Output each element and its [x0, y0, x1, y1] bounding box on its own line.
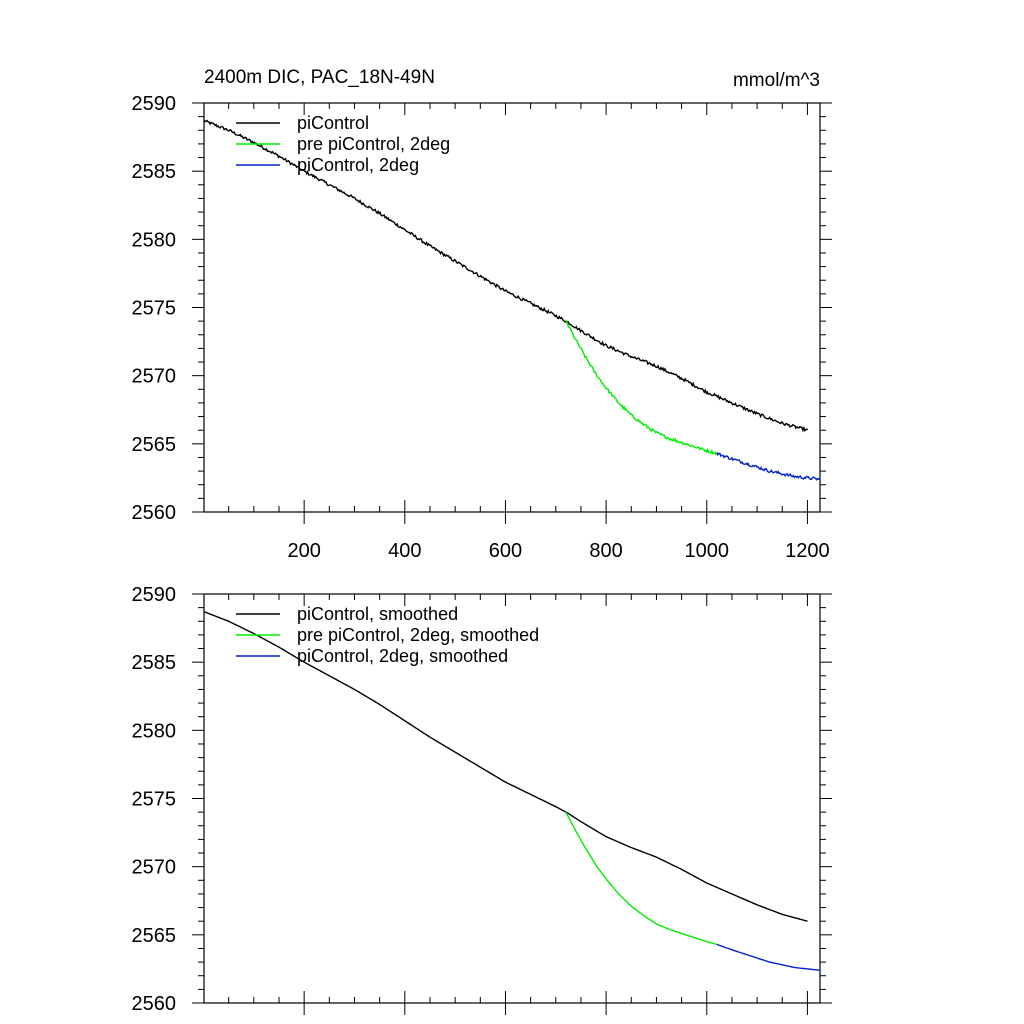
legend-label-2: pre piControl, 2deg, smoothed	[297, 625, 539, 645]
series-line-2	[565, 319, 718, 456]
y-tick-label: 2560	[132, 993, 177, 1015]
x-tick-label: 400	[388, 540, 421, 562]
legend-label-3: piControl, 2deg	[297, 155, 419, 175]
y-tick-label: 2590	[132, 584, 177, 606]
y-tick-label: 2570	[132, 857, 177, 879]
x-tick-label: 800	[589, 540, 622, 562]
x-tick-label: 200	[287, 540, 320, 562]
y-tick-label: 2585	[132, 652, 177, 674]
x-tick-label: 1200	[785, 540, 830, 562]
y-tick-label: 2580	[132, 229, 177, 251]
series-line-3	[716, 452, 821, 481]
y-tick-label: 2585	[132, 161, 177, 183]
x-tick-label: 600	[489, 540, 522, 562]
x-tick-label: 1000	[685, 540, 730, 562]
y-tick-label: 2580	[132, 720, 177, 742]
y-tick-label: 2590	[132, 93, 177, 115]
legend-label-2: pre piControl, 2deg	[297, 134, 450, 154]
legend-label-1: piControl, smoothed	[297, 604, 458, 624]
series-line-1	[203, 611, 808, 922]
series-line-3	[716, 943, 821, 971]
panel-1-title: 2400m DIC, PAC_18N-49N	[204, 67, 435, 88]
y-tick-label: 2575	[132, 789, 177, 811]
y-tick-label: 2575	[132, 298, 177, 320]
series-line-1	[203, 119, 809, 433]
panel-1-plot: 2560 2565 2570 2575 2580 2585 2590 200 400 600 800…	[132, 93, 832, 562]
legend-label-1: piControl	[297, 113, 369, 133]
y-tick-label: 2565	[132, 925, 177, 947]
series-line-2	[565, 811, 718, 946]
legend-label-3: piControl, 2deg, smoothed	[297, 646, 508, 666]
y-tick-label: 2570	[132, 366, 177, 388]
y-tick-label: 2565	[132, 434, 177, 456]
y-tick-label: 2560	[132, 502, 177, 524]
panel-2-plot: 2560 2565 2570 2575 2580 2585 2590 piControl, s…	[132, 584, 832, 1015]
panel-1-units: mmol/m^3	[733, 70, 820, 91]
